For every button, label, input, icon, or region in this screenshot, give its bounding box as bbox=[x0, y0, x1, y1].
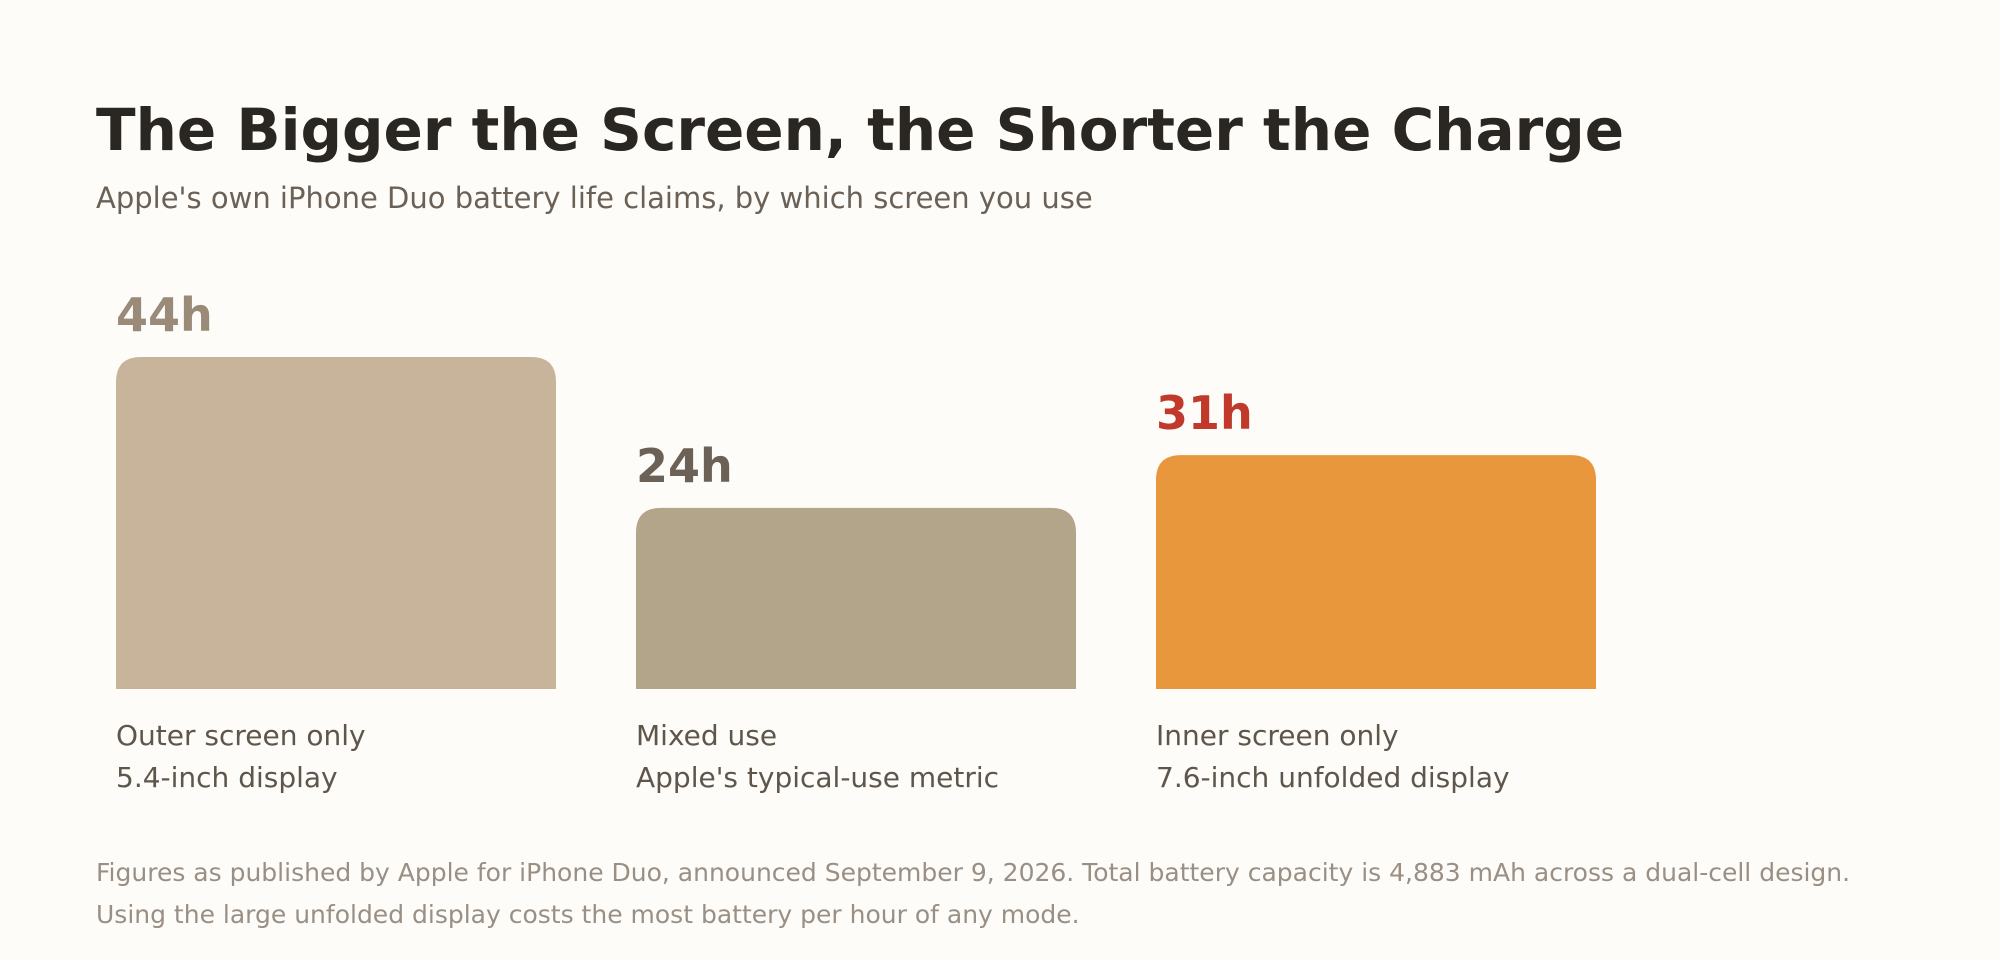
bar bbox=[1156, 455, 1596, 689]
chart-title: The Bigger the Screen, the Shorter the C… bbox=[96, 96, 1624, 164]
category-description: 5.4-inch display bbox=[116, 761, 338, 794]
bar bbox=[116, 357, 556, 689]
category-description: 7.6-inch unfolded display bbox=[1156, 761, 1510, 794]
chart-subtitle: Apple's own iPhone Duo battery life clai… bbox=[96, 181, 1093, 215]
value-label: 31h bbox=[1156, 386, 1253, 440]
category-description: Apple's typical-use metric bbox=[636, 761, 999, 794]
category-label: Outer screen only bbox=[116, 719, 366, 752]
category-label: Mixed use bbox=[636, 719, 777, 752]
category-label: Inner screen only bbox=[1156, 719, 1399, 752]
value-label: 44h bbox=[116, 288, 213, 342]
footnote: Figures as published by Apple for iPhone… bbox=[96, 858, 1851, 929]
value-label: 24h bbox=[636, 439, 733, 493]
bar bbox=[636, 507, 1076, 689]
